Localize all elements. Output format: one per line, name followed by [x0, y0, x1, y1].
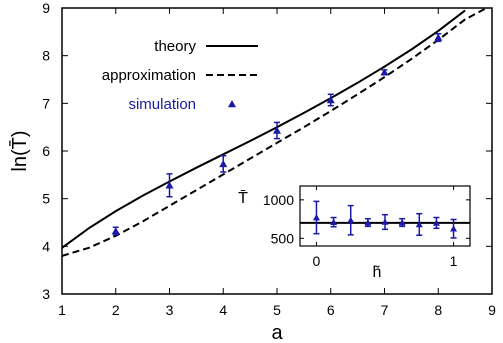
x-tick-label: 3: [166, 302, 174, 318]
legend-label-theory: theory: [154, 38, 196, 55]
series-line-approximation: [61, 7, 488, 257]
simulation-point: [273, 126, 281, 134]
legend-label-simulation: simulation: [128, 96, 196, 113]
plot-frame: [61, 7, 493, 295]
inset-point-extra: [432, 219, 440, 226]
legend-label-approximation: approximation: [102, 67, 196, 84]
y-tick-label: 8: [42, 48, 50, 64]
x-tick-label: 2: [112, 302, 120, 318]
series-line-theory: [61, 9, 466, 249]
simulation-point: [380, 68, 389, 76]
inset-point: [347, 216, 355, 224]
y-tick-label: 4: [42, 238, 50, 254]
inset-tick-group: 0 1 500 1000: [263, 186, 470, 269]
legend: theory approximation simulation: [102, 38, 258, 113]
inset-point: [312, 214, 320, 221]
y-tick-label: 6: [42, 143, 50, 159]
simulation-markers: [111, 32, 443, 236]
x-tick-label: 7: [381, 302, 389, 318]
inset-y-axis-label: T̄: [238, 190, 248, 207]
inset-point-extra: [330, 218, 338, 225]
y-axis-label: ln(T̄): [8, 130, 31, 171]
y-tick-label: 3: [42, 286, 50, 302]
inset-plot: 0 1 500 1000 h̃ T̄: [238, 185, 471, 281]
simulation-point: [434, 33, 443, 41]
x-tick-label: 5: [273, 302, 281, 318]
inset-y-tick-label: 1000: [263, 192, 294, 208]
inset-x-tick-label: 1: [450, 253, 458, 269]
inset-point-extra: [364, 219, 372, 226]
x-tick-label: 4: [219, 302, 227, 318]
inset-point: [415, 220, 423, 228]
x-tick-label: 9: [488, 302, 496, 318]
inset-x-axis-label: h̃: [373, 264, 382, 281]
x-tick-label: 6: [327, 302, 335, 318]
main-plot: 1 2 3 4 5 6 7 8 9 3 4 5 6 7 8 9 a ln(T̄): [8, 0, 496, 343]
simulation-point: [326, 95, 335, 104]
y-tick-label: 7: [42, 95, 50, 111]
inset-y-tick-label: 500: [271, 230, 295, 246]
inset-point-extra: [398, 219, 406, 226]
x-tick-label: 1: [58, 302, 66, 318]
tick-group: 1 2 3 4 5 6 7 8 9 3 4 5 6 7 8 9: [42, 0, 496, 318]
series-lines: [61, 7, 488, 257]
legend-swatch-simulation: [228, 100, 236, 108]
y-tick-label: 9: [42, 0, 50, 16]
simulation-point: [219, 159, 228, 168]
simulation-point: [111, 227, 120, 235]
inset-point: [381, 218, 389, 225]
x-tick-label: 8: [434, 302, 442, 318]
inset-x-tick-label: 0: [313, 253, 321, 269]
x-axis-label: a: [271, 322, 283, 343]
inset-point: [450, 225, 458, 232]
y-tick-label: 5: [42, 191, 50, 207]
simulation-point: [165, 181, 174, 189]
inset-marks: [300, 200, 470, 239]
